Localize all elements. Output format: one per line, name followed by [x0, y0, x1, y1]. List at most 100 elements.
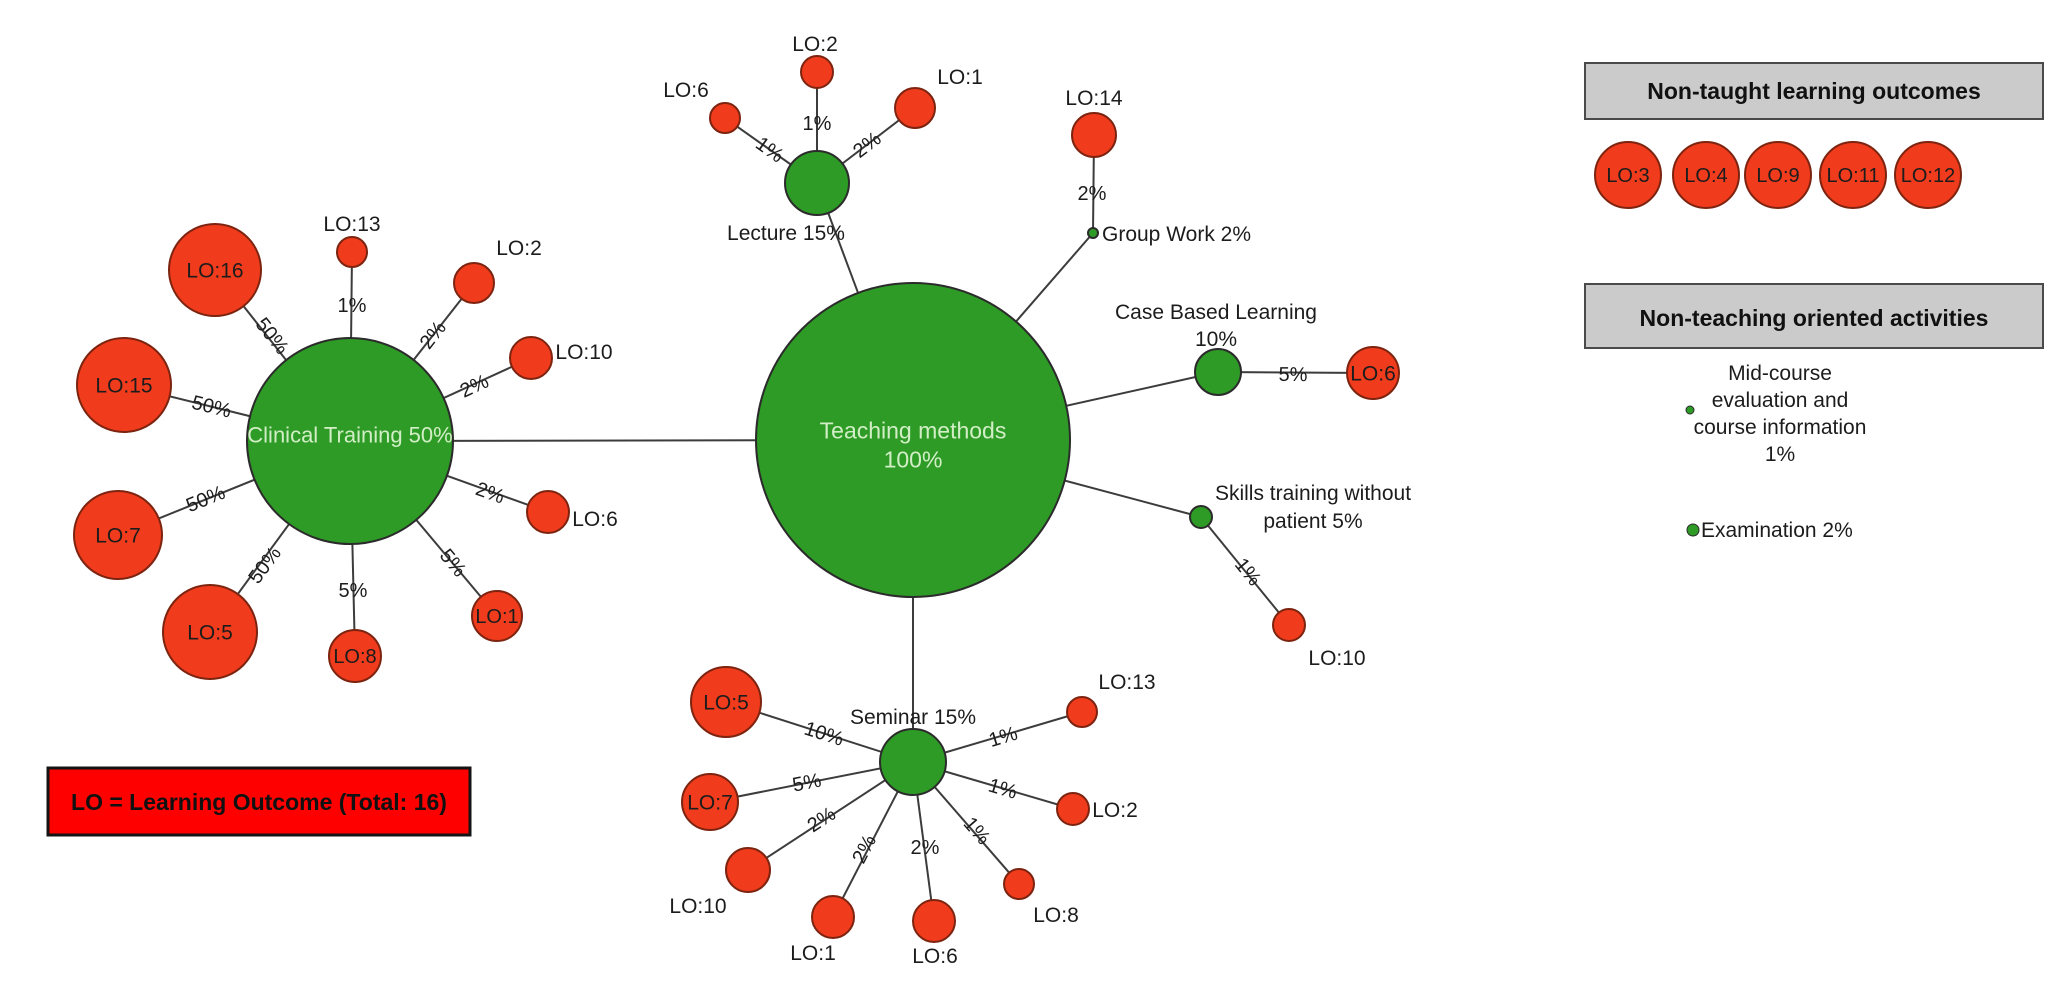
edge-label-seminar-se_lo13: 1% — [986, 723, 1020, 752]
node-label-cbl: 10% — [1195, 328, 1237, 351]
node-se_lo7 — [681, 773, 739, 831]
node-label-se_lo2: LO:2 — [1092, 799, 1138, 822]
node-label-skills: patient 5% — [1263, 510, 1362, 533]
edge-label-clinical-cl_lo10: 2% — [457, 370, 493, 402]
edge-label-clinical-cl_lo8: 5% — [339, 580, 368, 602]
node-label-se_lo7: LO:7 — [687, 791, 733, 814]
node-gw_lo14 — [1071, 112, 1117, 158]
node-label-cl_lo2: LO:2 — [496, 237, 542, 260]
legend-outcome-LO:3 — [1594, 141, 1662, 209]
node-cl_lo8 — [328, 629, 382, 683]
node-cbl — [1194, 348, 1242, 396]
node-label-gw_lo14: LO:14 — [1065, 87, 1123, 110]
node-label-teaching: Teaching methods — [820, 418, 1007, 444]
note-box — [46, 766, 472, 837]
node-label-groupwork: Group Work 2% — [1102, 223, 1251, 246]
node-cl_lo16 — [168, 223, 262, 317]
node-clinical — [246, 337, 454, 545]
node-label-cbl_lo6: LO:6 — [1350, 362, 1396, 385]
note-text: LO = Learning Outcome (Total: 16) — [71, 789, 447, 815]
node-label-cl_lo6: LO:6 — [572, 508, 618, 531]
node-label-seminar: Seminar 15% — [850, 706, 976, 729]
node-label-cl_lo16: LO:16 — [186, 259, 243, 282]
node-label-sk_lo10: LO:10 — [1308, 647, 1365, 670]
node-se_lo8 — [1003, 868, 1035, 900]
node-se_lo6 — [912, 899, 956, 943]
legend-outcome-LO:4 — [1672, 141, 1740, 209]
legend-non-teaching-items: Mid-course evaluation and course informati… — [1685, 362, 1866, 542]
node-label-se_lo6: LO:6 — [912, 945, 958, 968]
edge-label-clinical-cl_lo1: 5% — [435, 545, 471, 581]
node-cl_lo7 — [73, 490, 163, 580]
edge-label-clinical-cl_lo13: 1% — [338, 295, 367, 317]
edge-label-lecture-lec_lo1: 2% — [849, 128, 885, 163]
node-lec_lo1 — [894, 87, 936, 129]
node-cbl_lo6 — [1346, 346, 1400, 400]
node-label-cl_lo5: LO:5 — [187, 621, 233, 644]
edge-label-clinical-cl_lo15: 50% — [189, 392, 233, 423]
legend-activity-dot-0 — [1685, 405, 1695, 415]
node-lecture — [784, 150, 850, 216]
node-label-se_lo10: LO:10 — [669, 895, 726, 918]
legend-outcome-LO:11 — [1819, 141, 1887, 209]
node-cl_lo2 — [453, 262, 495, 304]
legend-non-taught: Non-taught learning outcomes LO:3 LO:4 LO:… — [1584, 62, 2044, 209]
legend-activity-label-0: evaluation and — [1712, 389, 1849, 412]
node-label-se_lo5: LO:5 — [703, 691, 749, 714]
node-teaching — [755, 282, 1071, 598]
legend-non-teaching-box — [1584, 283, 2044, 349]
edge-label-seminar-se_lo8: 1% — [959, 813, 995, 849]
node-lec_lo2 — [800, 55, 834, 89]
legend-activity-dot-1 — [1686, 523, 1700, 537]
node-cl_lo10 — [509, 336, 553, 380]
edge-label-cbl-cbl_lo6: 5% — [1279, 364, 1308, 386]
legend-activity-label-0: 1% — [1765, 443, 1795, 466]
node-label-cl_lo8: LO:8 — [333, 646, 376, 668]
node-label-se_lo8: LO:8 — [1033, 904, 1079, 927]
node-se_lo10 — [725, 847, 771, 893]
node-cl_lo15 — [76, 337, 172, 433]
legend-non-taught-items: LO:3 LO:4 LO:9 LO:11 LO:12 — [1594, 141, 1962, 209]
node-cl_lo13 — [336, 236, 368, 268]
node-label-lec_lo6: LO:6 — [663, 79, 709, 102]
legend-outcome-label-LO:12: LO:12 — [1901, 165, 1955, 187]
node-label-lec_lo2: LO:2 — [792, 33, 838, 56]
node-label-cl_lo13: LO:13 — [323, 213, 380, 236]
edge-label-clinical-cl_lo6: 2% — [473, 478, 508, 509]
edge-label-clinical-cl_lo5: 50% — [244, 543, 286, 588]
node-groupwork — [1087, 227, 1099, 239]
edge-label-seminar-se_lo1: 2% — [848, 831, 881, 867]
node-label-cl_lo10: LO:10 — [555, 341, 612, 364]
legend-outcome-label-LO:9: LO:9 — [1756, 165, 1799, 187]
edge-label-seminar-se_lo7: 5% — [791, 769, 824, 796]
node-label-se_lo13: LO:13 — [1098, 671, 1155, 694]
edge-label-clinical-cl_lo7: 50% — [183, 482, 229, 518]
node-seminar — [879, 728, 947, 796]
node-se_lo13 — [1066, 696, 1098, 728]
legend-outcome-LO:12 — [1894, 141, 1962, 209]
legend-outcome-label-LO:4: LO:4 — [1684, 165, 1727, 187]
node-lec_lo6 — [709, 102, 741, 134]
node-label-cl_lo1: LO:1 — [475, 606, 518, 628]
node-se_lo1 — [811, 895, 855, 939]
edge-label-clinical-cl_lo2: 2% — [416, 317, 451, 353]
legend-outcome-label-LO:3: LO:3 — [1606, 165, 1649, 187]
node-label-lecture: Lecture 15% — [727, 222, 845, 245]
node-label-skills: Skills training without — [1215, 482, 1411, 505]
node-label-se_lo1: LO:1 — [790, 942, 836, 965]
node-skills — [1189, 505, 1213, 529]
nodes-layer — [73, 55, 1400, 943]
legend-activity-label-0: Mid-course — [1728, 362, 1832, 385]
node-label-clinical: Clinical Training 50% — [247, 423, 452, 448]
node-se_lo5 — [690, 666, 762, 738]
legend-non-teaching-title: Non-teaching oriented activities — [1640, 305, 1989, 331]
edge-label-seminar-se_lo10: 2% — [804, 803, 840, 837]
legend-outcome-label-LO:11: LO:11 — [1827, 165, 1880, 187]
node-cl_lo5 — [162, 584, 258, 680]
edge-seminar-se_lo7 — [709, 761, 914, 803]
edge-label-lecture-lec_lo6: 1% — [751, 133, 787, 168]
legend-outcome-LO:9 — [1744, 141, 1812, 209]
edge-label-seminar-se_lo2: 1% — [986, 775, 1020, 804]
